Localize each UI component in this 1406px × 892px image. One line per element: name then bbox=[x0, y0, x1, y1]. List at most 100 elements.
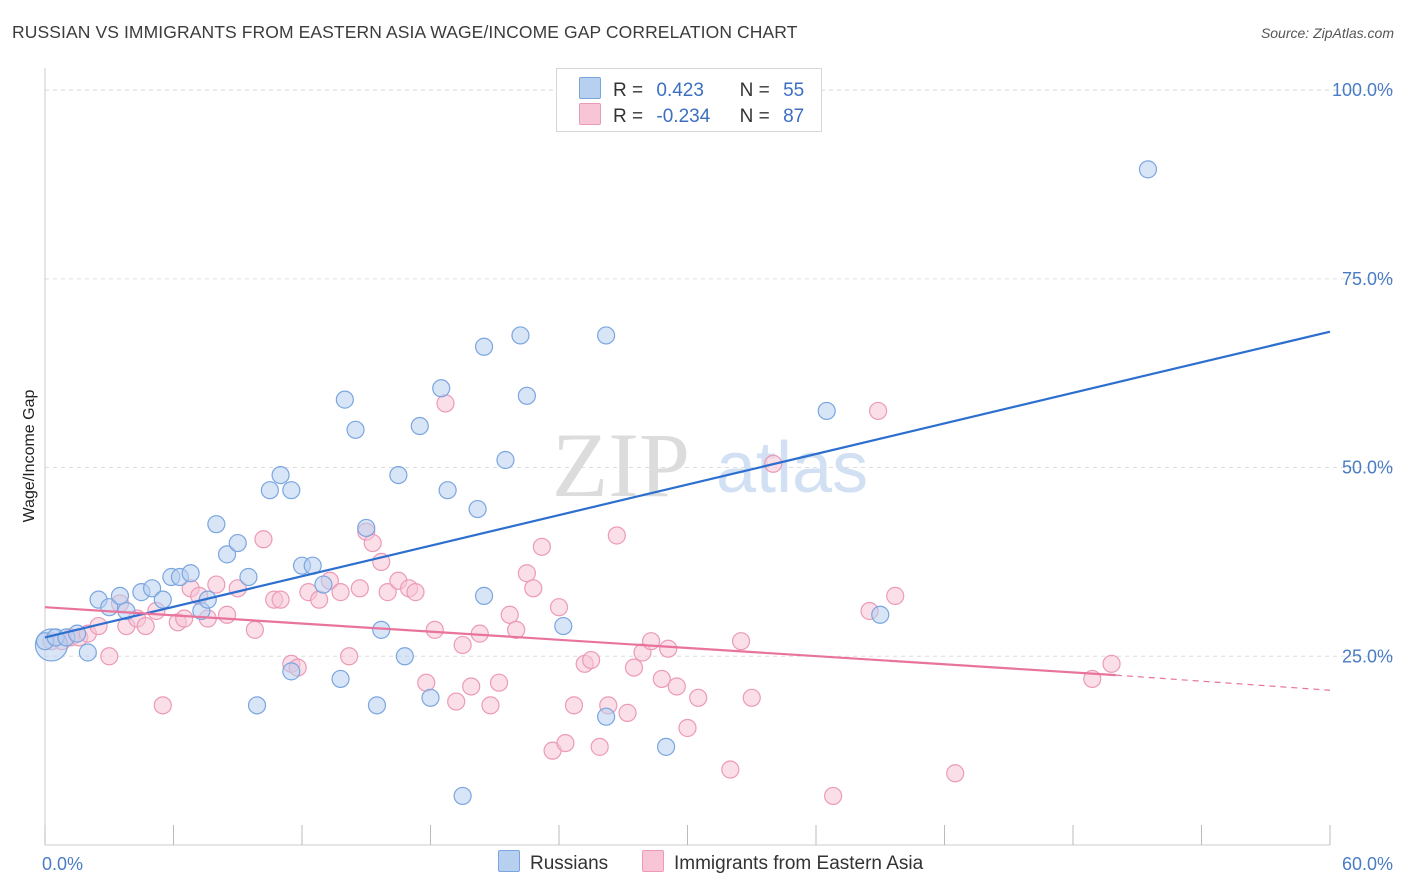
russians-point bbox=[153, 590, 172, 609]
r-value: -0.234 bbox=[656, 106, 711, 127]
eastasia-point bbox=[481, 696, 500, 715]
eastasia-point bbox=[500, 605, 519, 624]
russians-point bbox=[331, 669, 350, 689]
russians-point bbox=[282, 662, 301, 681]
russians-point bbox=[871, 605, 890, 624]
eastasia-point bbox=[217, 605, 237, 624]
russians-trend-line bbox=[44, 330, 1331, 639]
eastasia-point bbox=[350, 579, 369, 598]
eastasia-point bbox=[618, 703, 637, 722]
russians-point bbox=[110, 586, 130, 605]
russians-point bbox=[410, 416, 429, 436]
eastasia-point bbox=[462, 677, 481, 696]
eastasia-point bbox=[447, 692, 466, 711]
russians-point bbox=[247, 696, 267, 715]
eastasia-point bbox=[731, 632, 751, 651]
eastasia-point bbox=[254, 530, 273, 549]
eastasia-point bbox=[363, 533, 382, 553]
russians-point bbox=[335, 390, 354, 409]
russians-point bbox=[389, 465, 408, 485]
russians-swatch bbox=[498, 850, 520, 872]
eastasia-point bbox=[689, 688, 708, 707]
eastasia-point bbox=[886, 586, 905, 605]
eastasia-point bbox=[678, 718, 697, 738]
eastasia-point bbox=[453, 635, 472, 655]
eastasia-trend-extension bbox=[1115, 674, 1331, 691]
eastasia-label: Immigrants from Eastern Asia bbox=[674, 853, 924, 874]
russians-point bbox=[395, 647, 414, 666]
eastasia-point bbox=[207, 575, 226, 594]
russians-label: Russians bbox=[530, 853, 609, 874]
legend-row-russians: R = 0.423 N = 55 bbox=[579, 77, 805, 101]
russians-point bbox=[474, 337, 494, 356]
russians-point bbox=[239, 567, 258, 587]
y-tick-label: 75.0% bbox=[1342, 269, 1393, 289]
eastasia-point bbox=[331, 583, 350, 602]
eastasia-point bbox=[652, 669, 671, 689]
eastasia-point bbox=[517, 564, 536, 583]
stats-legend: R = 0.423 N = 55 R = -0.234 N = 87 bbox=[556, 68, 822, 132]
eastasia-point bbox=[607, 526, 626, 545]
russians-point bbox=[511, 326, 530, 345]
russians-point bbox=[438, 481, 457, 500]
russians-point bbox=[228, 533, 247, 553]
eastasia-point bbox=[406, 583, 425, 602]
eastasia-point bbox=[1102, 654, 1121, 673]
n-value: 87 bbox=[783, 106, 805, 127]
y-tick-label: 50.0% bbox=[1342, 458, 1393, 478]
russians-point bbox=[217, 545, 237, 564]
russians-point bbox=[314, 575, 333, 594]
russians-point bbox=[260, 481, 279, 500]
russians-point bbox=[656, 737, 676, 756]
n-value: 55 bbox=[783, 80, 805, 101]
eastasia-point bbox=[624, 658, 644, 677]
russians-point bbox=[181, 564, 200, 583]
russians-point bbox=[142, 579, 162, 598]
eastasia-point bbox=[175, 609, 194, 628]
eastasia-swatch bbox=[579, 103, 601, 125]
eastasia-point bbox=[869, 401, 888, 421]
eastasia-point bbox=[378, 583, 397, 602]
eastasia-point bbox=[417, 673, 436, 692]
r-label: R = bbox=[613, 80, 644, 101]
eastasia-point bbox=[100, 647, 119, 666]
eastasia-point bbox=[946, 764, 965, 783]
eastasia-point bbox=[436, 394, 455, 413]
watermark-atlas: atlas bbox=[716, 428, 868, 508]
trend-lines bbox=[44, 330, 1331, 691]
russians-point bbox=[597, 326, 616, 345]
russians-point bbox=[517, 386, 536, 405]
eastasia-point bbox=[271, 590, 290, 609]
eastasia-point bbox=[742, 688, 761, 707]
bottom-legend-eastasia: Immigrants from Eastern Asia bbox=[642, 850, 923, 875]
n-label: N = bbox=[739, 80, 770, 101]
russians-point bbox=[453, 786, 472, 806]
y-tick-label: 25.0% bbox=[1342, 646, 1393, 666]
russians-point bbox=[271, 465, 290, 485]
russians-point bbox=[282, 481, 301, 500]
russians-points bbox=[34, 160, 1158, 806]
tick-labels: 25.0% 50.0% 75.0% 100.0% 0.0% 60.0% bbox=[42, 80, 1393, 874]
eastasia-point bbox=[659, 639, 678, 658]
eastasia-point bbox=[245, 620, 264, 639]
r-value: 0.423 bbox=[656, 80, 704, 101]
eastasia-point bbox=[590, 737, 609, 756]
russians-point bbox=[207, 515, 226, 534]
eastasia-point bbox=[340, 647, 359, 666]
eastasia-point bbox=[425, 620, 444, 639]
russians-point bbox=[474, 586, 494, 605]
russians-point bbox=[597, 707, 616, 726]
russians-point bbox=[78, 643, 97, 662]
legend-row-eastasia: R = -0.234 N = 87 bbox=[579, 103, 805, 127]
eastasia-point bbox=[667, 677, 686, 696]
eastasia-point bbox=[549, 598, 569, 617]
watermark: ZIP atlas bbox=[552, 414, 868, 516]
russians-point bbox=[817, 401, 836, 421]
eastasia-point bbox=[824, 786, 843, 806]
bottom-legend-russians: Russians bbox=[498, 850, 608, 875]
russians-point bbox=[1138, 160, 1158, 179]
russians-point bbox=[468, 499, 487, 519]
eastasia-point bbox=[136, 616, 155, 636]
eastasia-swatch bbox=[642, 850, 664, 872]
